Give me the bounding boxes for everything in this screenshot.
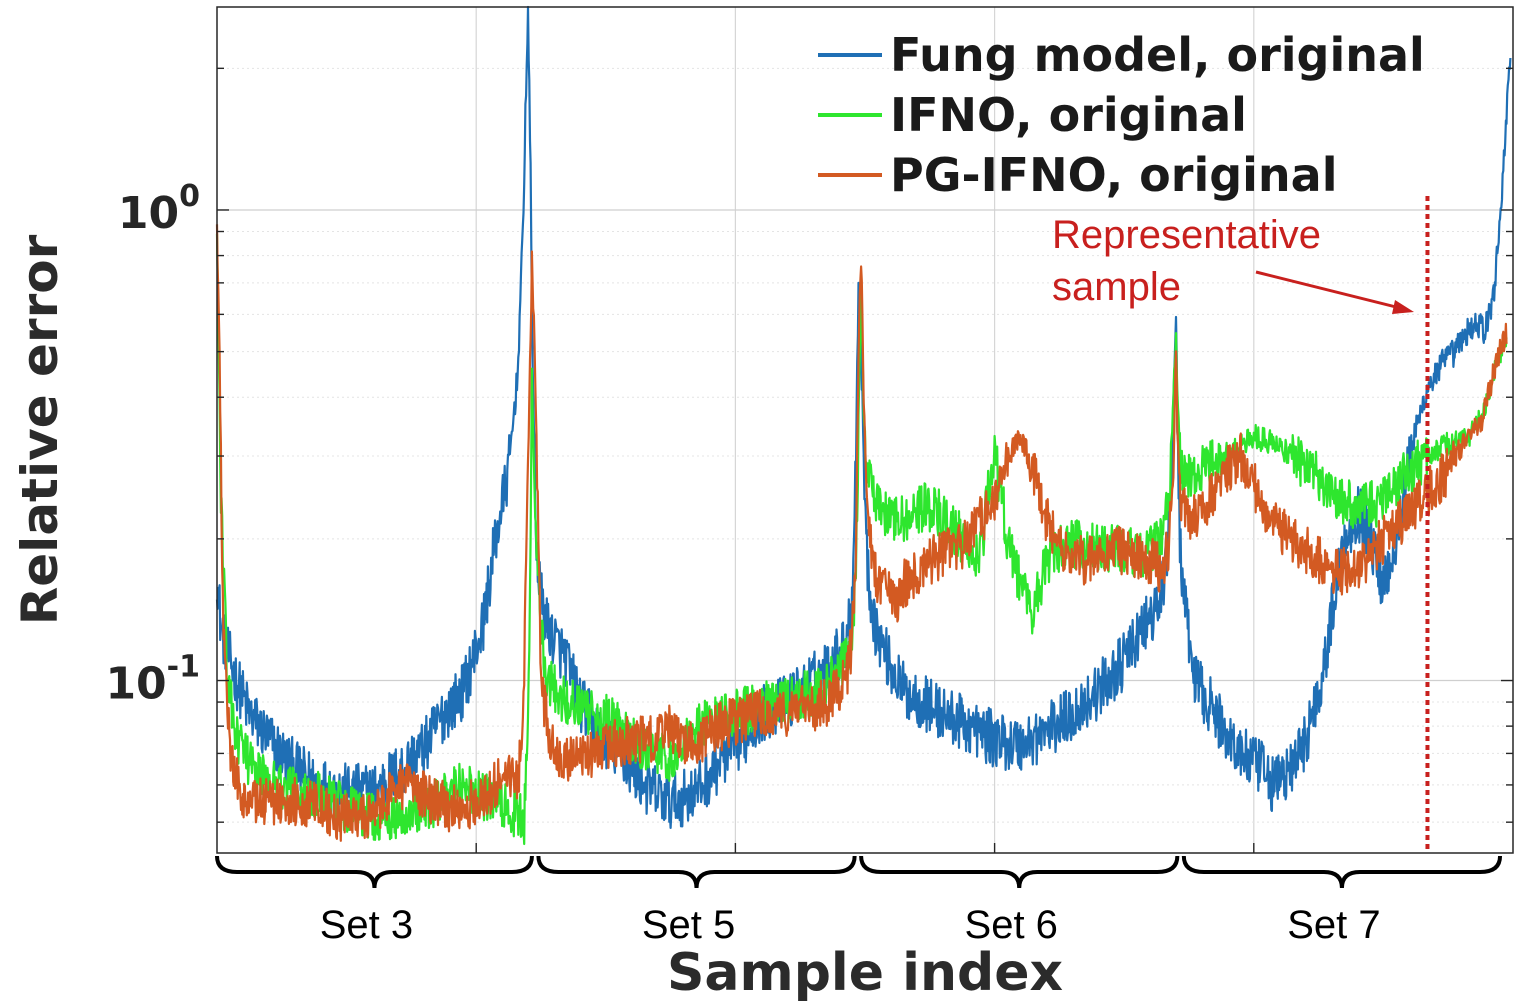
- representative-sample-annotation: Representative sample: [1052, 196, 1430, 853]
- set-brace: [536, 855, 857, 889]
- axis-ticks: 100 10-1: [105, 67, 1513, 853]
- set-brace: [859, 855, 1180, 889]
- plot-frame: [216, 6, 1514, 854]
- x-axis-label: Sample index: [667, 943, 1063, 1003]
- series-layer: [215, 5, 1512, 846]
- legend-entry: Fung model, original: [890, 28, 1425, 82]
- y-axis-label: Relative error: [11, 234, 69, 625]
- y-tick-label: 100: [118, 179, 200, 239]
- annotation-text-line: sample: [1052, 265, 1181, 309]
- set-label: Set 6: [965, 903, 1058, 947]
- set-label: Set 7: [1287, 903, 1380, 947]
- annotation-text-line: Representative: [1052, 213, 1321, 257]
- set-brackets: Set 3 Set 5 Set 6 Set 7: [215, 855, 1503, 947]
- annotation-arrow-head: [1392, 300, 1414, 314]
- set-brace: [1181, 855, 1503, 889]
- legend-entry: IFNO, original: [890, 88, 1247, 142]
- set-brace: [215, 855, 534, 889]
- set-label: Set 3: [320, 903, 413, 947]
- legend-entry: PG-IFNO, original: [890, 148, 1338, 202]
- series-line-3: [215, 224, 1508, 842]
- series-line-1: [215, 5, 1512, 830]
- y-tick-label: 10-1: [105, 650, 200, 710]
- legend: Fung model, original IFNO, original PG-IFN…: [818, 28, 1425, 202]
- annotation-arrow-shaft: [1255, 270, 1401, 310]
- set-label: Set 5: [642, 903, 735, 947]
